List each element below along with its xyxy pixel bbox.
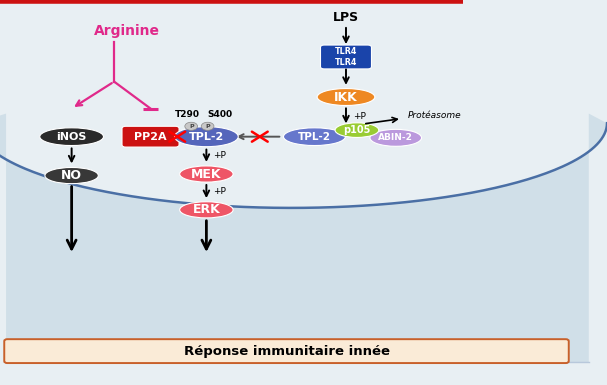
Text: TPL-2: TPL-2 <box>189 132 224 142</box>
Circle shape <box>185 122 198 130</box>
Ellipse shape <box>175 127 238 147</box>
Text: ERK: ERK <box>192 203 220 216</box>
Ellipse shape <box>283 128 345 146</box>
Text: TPL-2: TPL-2 <box>298 132 331 142</box>
Text: TLR4
TLR4: TLR4 TLR4 <box>335 47 357 67</box>
Text: +P: +P <box>213 187 226 196</box>
Ellipse shape <box>180 202 233 218</box>
Text: iNOS: iNOS <box>56 132 87 142</box>
Ellipse shape <box>40 128 103 146</box>
Text: PP2A: PP2A <box>134 132 167 142</box>
Ellipse shape <box>317 89 375 105</box>
Text: T290: T290 <box>174 110 200 119</box>
Text: Réponse immunitaire innée: Réponse immunitaire innée <box>183 345 390 358</box>
Text: NO: NO <box>61 169 82 182</box>
Text: ABIN-2: ABIN-2 <box>378 133 413 142</box>
Text: +P: +P <box>353 112 367 121</box>
Text: S400: S400 <box>207 110 232 119</box>
FancyBboxPatch shape <box>320 45 371 69</box>
Text: P: P <box>189 124 194 129</box>
Ellipse shape <box>370 129 421 146</box>
FancyBboxPatch shape <box>4 339 569 363</box>
Circle shape <box>201 122 214 130</box>
Ellipse shape <box>335 123 379 137</box>
Text: +P: +P <box>213 151 226 161</box>
Ellipse shape <box>45 167 98 184</box>
PathPatch shape <box>0 114 607 362</box>
Text: p105: p105 <box>343 125 371 135</box>
Text: Protéasome: Protéasome <box>408 111 461 120</box>
Text: P: P <box>205 124 210 129</box>
Text: IKK: IKK <box>334 90 358 104</box>
FancyBboxPatch shape <box>122 126 179 147</box>
Text: MEK: MEK <box>191 167 222 181</box>
Ellipse shape <box>180 166 233 182</box>
Text: Arginine: Arginine <box>94 24 160 38</box>
Text: LPS: LPS <box>333 11 359 24</box>
